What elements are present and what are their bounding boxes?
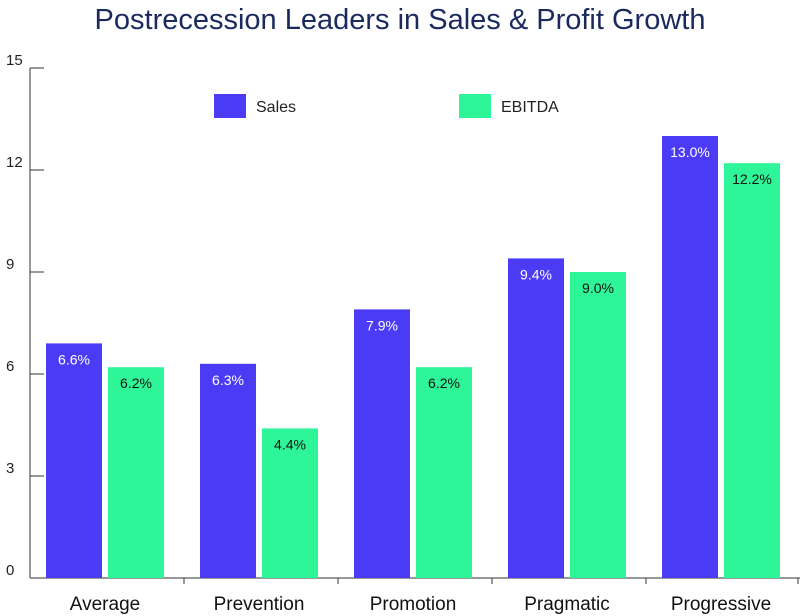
data-label: 6.2% [120, 375, 152, 391]
y-axis: 0 3 6 9 12 15 [6, 52, 44, 579]
bar-ebitda-average [108, 367, 164, 578]
bars: 6.6% 6.2% 6.3% 4.4% 7.9% 6.2% 9.4% 9.0% 13.0% 12.… [46, 136, 780, 578]
y-tick-label: 12 [6, 154, 23, 171]
x-tick-label: Pragmatic [524, 594, 610, 615]
bar-ebitda-progressive [724, 163, 780, 578]
x-tick-label: Prevention [214, 594, 305, 615]
y-tick-label: 9 [6, 256, 14, 273]
bar-sales-progressive [662, 136, 718, 578]
data-label: 13.0% [670, 144, 710, 160]
bar-ebitda-promotion [416, 367, 472, 578]
data-label: 9.0% [582, 280, 614, 296]
y-tick-label: 0 [6, 562, 14, 579]
legend-label-sales: Sales [256, 99, 296, 116]
bar-ebitda-pragmatic [570, 272, 626, 578]
x-tick-label: Progressive [671, 594, 771, 615]
legend-swatch-sales [214, 94, 246, 118]
bar-ebitda-prevention [262, 428, 318, 578]
bar-sales-average [46, 343, 102, 578]
bar-sales-promotion [354, 309, 410, 578]
y-tick-label: 15 [6, 52, 23, 69]
x-tick-label: Average [70, 594, 140, 615]
data-label: 6.2% [428, 375, 460, 391]
bar-sales-pragmatic [508, 258, 564, 578]
y-tick-label: 3 [6, 460, 14, 477]
data-label: 4.4% [274, 436, 306, 452]
data-label: 9.4% [520, 266, 552, 282]
data-label: 12.2% [732, 171, 772, 187]
y-tick-label: 6 [6, 358, 14, 375]
chart-title: Postrecession Leaders in Sales & Profit … [94, 4, 706, 36]
legend-label-ebitda: EBITDA [501, 99, 559, 116]
legend-swatch-ebitda [459, 94, 491, 118]
data-label: 6.6% [58, 351, 90, 367]
x-tick-label: Promotion [370, 594, 457, 615]
data-label: 6.3% [212, 372, 244, 388]
bar-sales-prevention [200, 363, 256, 578]
data-label: 7.9% [366, 317, 398, 333]
legend: Sales EBITDA [214, 94, 559, 118]
x-axis: Average Prevention Promotion Pragmatic Progr… [30, 577, 800, 615]
